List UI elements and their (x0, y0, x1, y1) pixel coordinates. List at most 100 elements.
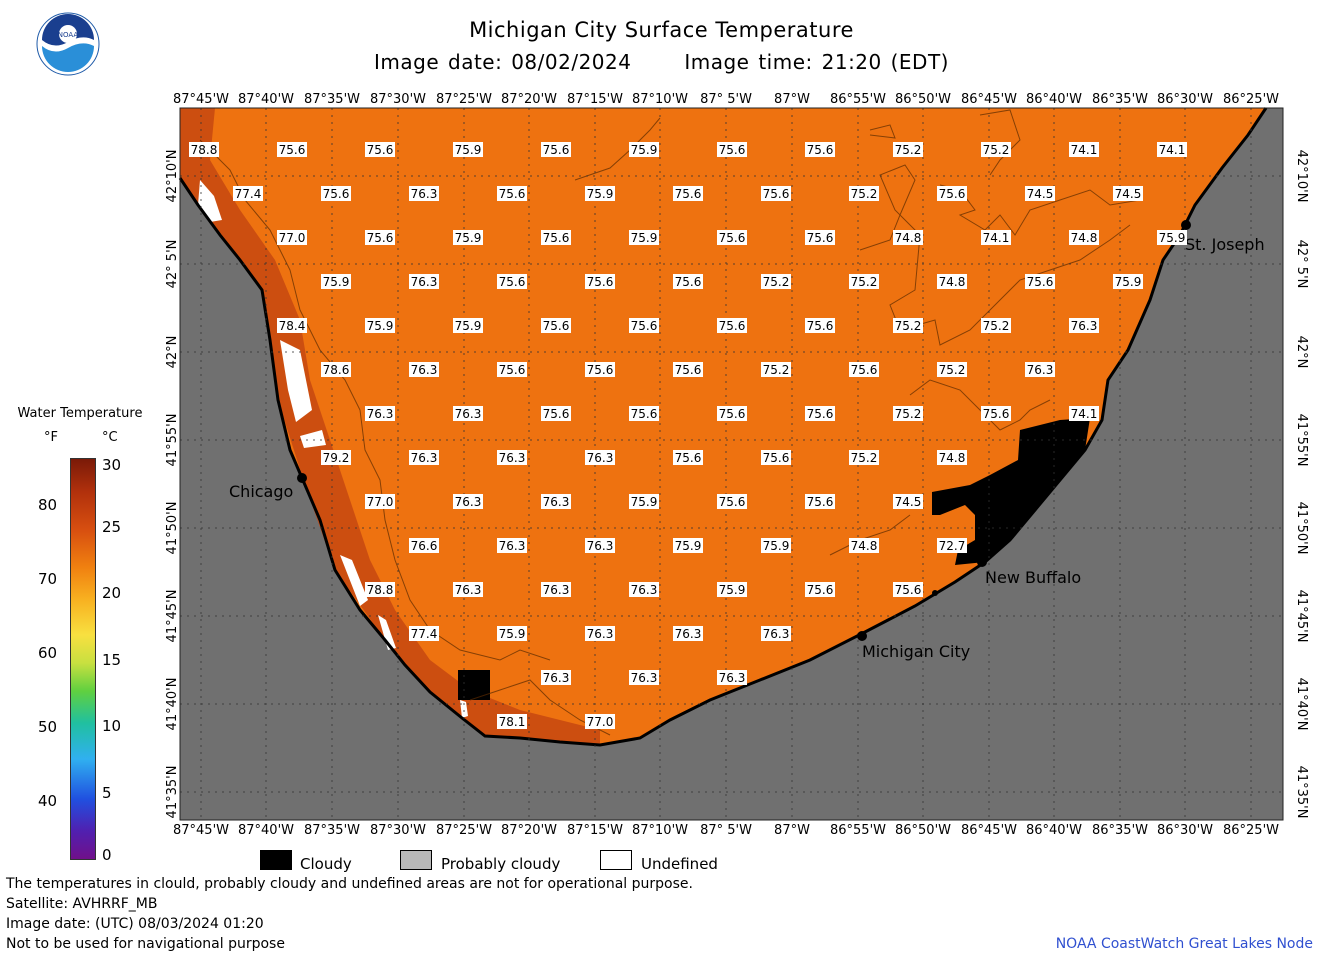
temp-label-bg (1069, 406, 1099, 421)
temp-label: 78.4 (279, 319, 306, 333)
temp-label: 75.2 (851, 187, 878, 201)
temp-label: 75.6 (763, 451, 790, 465)
temp-label-bg (321, 362, 351, 377)
temp-label-bg (541, 230, 571, 245)
temp-label-bg (233, 186, 263, 201)
temp-label: 78.8 (367, 583, 394, 597)
temp-label: 76.3 (499, 451, 526, 465)
temp-label: 75.6 (323, 187, 350, 201)
temp-label: 74.1 (1071, 407, 1098, 421)
temp-label: 74.8 (939, 275, 966, 289)
temp-label: 75.2 (851, 451, 878, 465)
temp-label-bg (541, 142, 571, 157)
temp-label: 75.2 (851, 275, 878, 289)
temp-label: 75.6 (499, 363, 526, 377)
temp-label: 75.9 (587, 187, 614, 201)
temp-label-bg (497, 626, 527, 641)
lon-label: 86°40'W (1026, 823, 1082, 838)
temp-label: 75.2 (895, 407, 922, 421)
temp-label-bg (937, 186, 967, 201)
temp-label-bg (541, 582, 571, 597)
temp-label-bg (409, 186, 439, 201)
undefined-swatch (600, 850, 632, 870)
temp-label: 74.1 (1071, 143, 1098, 157)
temp-label: 76.3 (411, 275, 438, 289)
lon-label: 87°30'W (370, 92, 426, 107)
temp-label: 75.2 (939, 363, 966, 377)
lon-label: 86°55'W (830, 92, 886, 107)
c-tick: 15 (102, 651, 122, 669)
temp-label-bg (1113, 274, 1143, 289)
temp-label: 75.6 (587, 363, 614, 377)
temp-label: 76.3 (631, 671, 658, 685)
temp-label: 76.3 (367, 407, 394, 421)
temp-label: 75.9 (1115, 275, 1142, 289)
temp-label-bg (277, 230, 307, 245)
lon-label: 87°25'W (436, 92, 492, 107)
temp-label: 75.6 (543, 319, 570, 333)
temp-label-bg (717, 670, 747, 685)
lon-label: 86°25'W (1223, 823, 1279, 838)
page-title: Michigan City Surface Temperature (469, 18, 854, 42)
temp-label: 74.8 (851, 539, 878, 553)
lat-label: 42°10'N (165, 150, 180, 203)
temp-label-bg (761, 362, 791, 377)
temp-label-bg (849, 538, 879, 553)
temp-label: 75.2 (983, 319, 1010, 333)
temp-label: 75.6 (895, 583, 922, 597)
temp-label-bg (1069, 318, 1099, 333)
temp-label-bg (849, 450, 879, 465)
temp-label: 75.6 (807, 143, 834, 157)
temp-label: 75.9 (675, 539, 702, 553)
temp-label: 77.0 (367, 495, 394, 509)
latitude-labels: 42°10'N 42° 5'N 42°N 41°55'N 41°50'N 41°… (165, 150, 1309, 819)
temp-label: 75.6 (675, 187, 702, 201)
cloudy-swatch (260, 850, 292, 870)
image-date-time: Image date: 08/02/2024 Image time: 21:20… (0, 50, 1323, 74)
temp-label: 75.6 (367, 143, 394, 157)
temp-label-bg (981, 406, 1011, 421)
credit-link[interactable]: NOAA CoastWatch Great Lakes Node (1055, 936, 1313, 952)
temp-label-bg (541, 406, 571, 421)
cloud-patch (932, 418, 1090, 565)
temp-label-bg (629, 406, 659, 421)
temp-label-bg (937, 362, 967, 377)
temp-label: 75.9 (631, 231, 658, 245)
temp-label-bg (1069, 142, 1099, 157)
lat-label: 41°45'N (1294, 590, 1309, 643)
temp-label: 77.4 (235, 187, 262, 201)
cloudy-label: Cloudy (300, 855, 352, 873)
temp-label-bg (1157, 230, 1187, 245)
temp-label-bg (673, 274, 703, 289)
lon-label: 87°25'W (436, 823, 492, 838)
temp-label: 75.6 (807, 319, 834, 333)
temp-label-bg (453, 318, 483, 333)
temp-label-bg (277, 318, 307, 333)
chicago-label: Chicago (229, 482, 293, 501)
temp-label: 75.2 (763, 363, 790, 377)
lon-label: 87°10'W (632, 92, 688, 107)
footer-utc-date: Image date: (UTC) 08/03/2024 01:20 (6, 916, 264, 932)
temp-label-bg (365, 494, 395, 509)
temp-label-bg (673, 626, 703, 641)
lat-label: 42°N (165, 336, 180, 369)
temp-label-bg (805, 142, 835, 157)
temp-label: 76.3 (411, 187, 438, 201)
lat-label: 41°55'N (165, 414, 180, 467)
temp-label-bg (761, 450, 791, 465)
temp-label-bg (277, 142, 307, 157)
temp-label-bg (453, 582, 483, 597)
temp-label: 75.6 (807, 407, 834, 421)
temp-label: 76.3 (543, 495, 570, 509)
temp-label: 75.6 (719, 231, 746, 245)
temp-label: 75.6 (807, 583, 834, 597)
temp-label-bg (629, 230, 659, 245)
temp-label: 75.2 (763, 275, 790, 289)
temp-label-bg (893, 494, 923, 509)
lon-label: 87°10'W (632, 823, 688, 838)
lon-label: 87°45'W (173, 92, 229, 107)
temp-label-bg (629, 494, 659, 509)
temp-label-bg (761, 186, 791, 201)
temp-label: 72.7 (939, 539, 966, 553)
temp-label: 77.0 (587, 715, 614, 729)
